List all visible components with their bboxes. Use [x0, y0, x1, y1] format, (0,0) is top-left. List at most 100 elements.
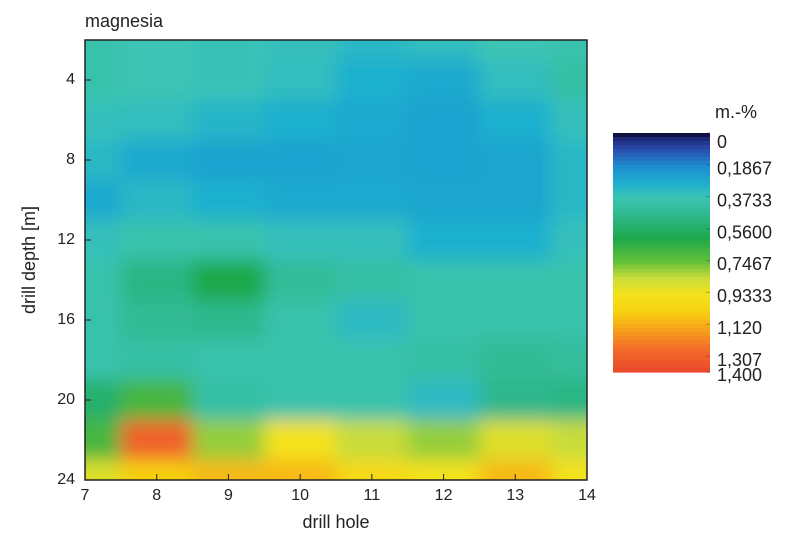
colorbar-band: [613, 168, 710, 174]
colorbar-band: [613, 280, 710, 285]
x-tick-label: 9: [224, 487, 233, 504]
contour-cell: [407, 460, 480, 480]
contour-cell: [479, 180, 552, 221]
colorbar-band: [613, 160, 710, 166]
contour-cell: [264, 380, 337, 421]
contour-cell: [407, 340, 480, 381]
contour-cell: [85, 260, 122, 301]
contour-cell: [479, 260, 552, 301]
colorbar-band: [613, 328, 710, 333]
contour-cell: [336, 380, 409, 421]
colorbar-band: [613, 276, 710, 281]
contour-cell: [479, 100, 552, 141]
contour-cell: [407, 180, 480, 221]
colorbar-band: [613, 204, 710, 210]
contour-cell: [336, 100, 409, 141]
colorbar-band: [613, 152, 710, 158]
colorbar-band: [613, 240, 710, 246]
y-tick-label: 20: [57, 391, 75, 408]
contour-cell: [264, 100, 337, 141]
colorbar-band: [613, 308, 710, 313]
contour-cell: [551, 260, 587, 301]
colorbar-band: [613, 284, 710, 289]
colorbar-tick-label: 0,1867: [717, 159, 772, 179]
y-tick-label: 24: [57, 471, 75, 488]
contour-cell: [551, 300, 587, 341]
colorbar-tick-label: 0,5600: [717, 222, 772, 242]
contour-cell: [120, 40, 194, 61]
colorbar-band: [613, 360, 710, 365]
contour-cell: [479, 140, 552, 181]
contour-cell: [551, 140, 587, 181]
colorbar-band: [613, 252, 710, 258]
colorbar-band: [613, 320, 710, 325]
colorbar-band: [613, 196, 710, 202]
colorbar-band: [613, 248, 710, 254]
contour-cell: [192, 60, 265, 101]
contour-cell: [336, 180, 409, 221]
contour-cell: [192, 180, 265, 221]
contour-cell: [336, 140, 409, 181]
colorbar-band: [613, 300, 710, 305]
contour-cell: [407, 220, 480, 261]
contour-cell: [192, 220, 265, 261]
contour-cell: [120, 380, 194, 421]
contour-cell: [551, 100, 587, 141]
colorbar-band: [613, 208, 710, 214]
contour-cell: [479, 460, 552, 480]
contour-cell: [264, 220, 337, 261]
colorbar-band: [613, 228, 710, 234]
colorbar-band: [613, 288, 710, 293]
contour-cell: [336, 60, 409, 101]
colorbar-band: [613, 272, 710, 277]
y-tick-label: 4: [66, 71, 75, 88]
contour-cell: [407, 40, 480, 61]
colorbar-band: [613, 156, 710, 162]
contour-cell: [120, 60, 194, 101]
contour-cell: [336, 340, 409, 381]
colorbar-tick-label: 0,9333: [717, 286, 772, 306]
contour-cell: [551, 380, 587, 421]
colorbar-label: m.-%: [715, 102, 757, 122]
contour-cell: [336, 40, 409, 61]
contour-cell: [192, 140, 265, 181]
colorbar-band: [613, 164, 710, 170]
contour-cell: [264, 40, 337, 61]
contour-cell: [336, 300, 409, 341]
colorbar-band: [613, 136, 710, 142]
contour-cell: [407, 140, 480, 181]
contour-cell: [120, 300, 194, 341]
contour-cell: [120, 100, 194, 141]
contour-cell: [264, 140, 337, 181]
x-tick-label: 11: [364, 487, 381, 504]
colorbar-band: [613, 172, 710, 178]
colorbar-tick-label: 0,7467: [717, 254, 772, 274]
colorbar-band: [613, 216, 710, 222]
colorbar-band: [613, 264, 710, 270]
contour-cell: [85, 140, 122, 181]
y-tick-label: 16: [57, 311, 75, 328]
contour-cell: [85, 100, 122, 141]
colorbar-band: [613, 144, 710, 150]
colorbar-band: [613, 352, 710, 357]
contour-cell: [192, 460, 265, 480]
contour-cell: [85, 300, 122, 341]
contour-cell: [85, 40, 122, 61]
contour-cell: [407, 420, 480, 461]
contour-cell: [192, 300, 265, 341]
y-axis-label: drill depth [m]: [19, 206, 39, 314]
colorbar-band: [613, 268, 710, 274]
contour-cell: [192, 340, 265, 381]
contour-cell: [551, 420, 587, 461]
colorbar-tick-label: 0: [717, 132, 727, 152]
colorbar-band: [613, 200, 710, 206]
colorbar-band: [613, 260, 710, 266]
contour-cell: [407, 300, 480, 341]
colorbar-band: [613, 184, 710, 190]
contour-cell: [551, 340, 587, 381]
colorbar-band: [613, 140, 710, 146]
colorbar-band: [613, 176, 710, 182]
contour-cell: [551, 460, 587, 480]
colorbar-band: [613, 148, 710, 154]
x-tick-label: 12: [435, 487, 453, 504]
